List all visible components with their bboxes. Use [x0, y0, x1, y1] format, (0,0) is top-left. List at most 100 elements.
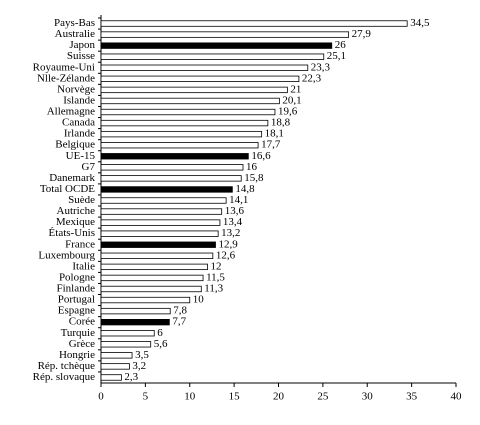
bar: [100, 208, 223, 215]
category-label: Danemark: [49, 172, 95, 184]
x-tick-label: 25: [317, 391, 329, 403]
bar: [100, 175, 242, 182]
x-tick-label: 5: [143, 391, 149, 403]
bar: [100, 153, 249, 160]
value-label: 3,2: [132, 360, 146, 372]
category-label: Pays-Bas: [54, 17, 95, 29]
value-label: 12,6: [216, 249, 236, 261]
value-label: 23,3: [311, 61, 331, 73]
value-label: 11,5: [206, 271, 225, 283]
value-label: 21: [290, 83, 301, 95]
category-label: Italie: [72, 260, 95, 272]
bar: [100, 86, 288, 94]
bar: [100, 296, 191, 304]
value-label: 16,6: [251, 150, 271, 162]
bar: [100, 53, 325, 60]
bar: [100, 274, 204, 282]
value-label: 10: [193, 294, 205, 306]
x-tick-label: 15: [229, 391, 241, 403]
value-label: 7,8: [173, 305, 187, 317]
value-label: 20,1: [282, 94, 301, 106]
bar: [100, 363, 130, 370]
category-label: Irlande: [64, 128, 95, 140]
category-label: France: [65, 238, 95, 250]
category-label: Rép. slovaque: [33, 371, 95, 383]
value-label: 17,7: [261, 139, 281, 151]
category-label: Mexique: [56, 216, 95, 228]
bar: [100, 219, 221, 226]
bar: [100, 97, 280, 105]
category-label: Autriche: [57, 205, 96, 217]
bar: [100, 230, 219, 237]
category-label: Turquie: [61, 327, 96, 339]
value-label: 13,6: [225, 205, 245, 217]
category-label: Allemagne: [47, 106, 95, 118]
x-tick-label: 35: [406, 391, 418, 403]
value-label: 22,3: [302, 72, 322, 84]
value-label: 13,4: [223, 216, 243, 228]
category-label: Nlle-Zélande: [37, 72, 95, 84]
bar: [100, 374, 122, 381]
bar: [100, 341, 152, 348]
category-label: Finlande: [57, 283, 96, 295]
value-label: 14,1: [229, 194, 248, 206]
value-label: 25,1: [327, 50, 346, 62]
value-label: 18,1: [265, 128, 284, 140]
value-label: 3,5: [135, 349, 149, 361]
category-label: Canada: [62, 117, 95, 129]
category-label: G7: [82, 161, 96, 173]
value-label: 12,9: [218, 238, 238, 250]
bar: [100, 307, 171, 315]
category-label: Portugal: [58, 294, 95, 306]
bar: [100, 75, 300, 82]
bar: [100, 31, 350, 38]
category-label: Rép. tchèque: [38, 360, 96, 372]
value-label: 7,7: [172, 316, 186, 328]
bar: [100, 252, 214, 259]
bar: [100, 263, 208, 271]
x-tick-label: 10: [184, 391, 196, 403]
category-label: Royaume-Uni: [33, 61, 95, 73]
category-label: Norvège: [57, 83, 95, 95]
x-tick-label: 30: [362, 391, 374, 403]
category-label: Corée: [69, 316, 95, 328]
category-label: Hongrie: [59, 349, 95, 361]
value-label: 12: [211, 260, 222, 272]
value-label: 18,8: [271, 117, 291, 129]
value-label: 5,6: [154, 338, 168, 350]
bar: [100, 241, 216, 248]
bar: [100, 119, 269, 127]
category-label: Luxembourg: [38, 249, 95, 261]
bar: [100, 285, 202, 293]
category-label: Pologne: [59, 271, 95, 283]
category-label: Espagne: [58, 305, 95, 317]
category-label: Suède: [68, 194, 95, 206]
value-label: 34,5: [410, 17, 430, 29]
x-tick-label: 40: [451, 391, 463, 403]
category-label: Suisse: [67, 50, 95, 62]
value-label: 11,3: [204, 283, 223, 295]
value-label: 13,2: [221, 227, 240, 239]
category-label: Belgique: [55, 139, 95, 151]
bar: [100, 197, 227, 204]
x-tick-label: 20: [273, 391, 285, 403]
value-label: 6: [157, 327, 163, 339]
category-label: Australie: [55, 28, 95, 40]
value-label: 19,6: [278, 106, 298, 118]
value-label: 27,9: [352, 28, 372, 40]
value-label: 26: [335, 39, 347, 51]
bar: [100, 352, 133, 359]
value-label: 16: [246, 161, 258, 173]
bar: [100, 20, 408, 27]
category-label: Islande: [63, 94, 95, 106]
category-label: Grèce: [69, 338, 95, 350]
category-label: Japon: [69, 39, 95, 51]
value-label: 2,3: [124, 371, 138, 383]
bar: [100, 330, 155, 337]
bar: [100, 186, 233, 193]
bar: [100, 130, 263, 138]
category-label: États-Unis: [49, 227, 95, 239]
bar: [100, 164, 244, 171]
bar: [100, 42, 333, 49]
